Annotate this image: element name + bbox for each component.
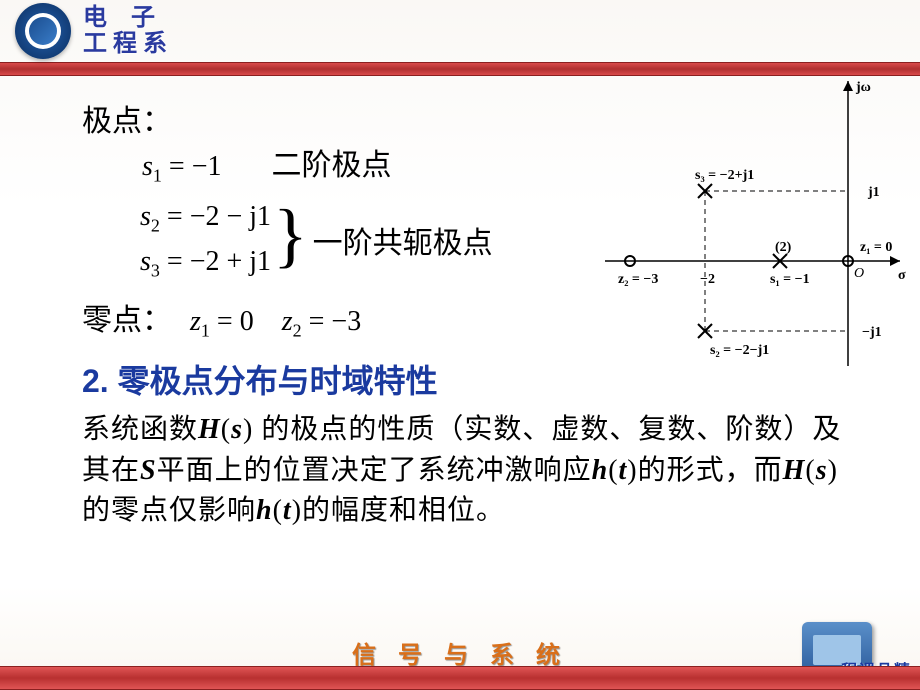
university-logo bbox=[15, 3, 71, 59]
right-brace-icon: } bbox=[273, 194, 308, 277]
slide-content: 极点： s1 = −1 二阶极点 s2 = −2 − j1 s3 = −2 + … bbox=[0, 76, 920, 621]
eq-z1: z1 = 0 bbox=[190, 306, 254, 342]
svg-text:−j1: −j1 bbox=[862, 325, 882, 340]
svg-text:σ: σ bbox=[898, 268, 906, 283]
eq-s2: s2 = −2 − j1 bbox=[140, 195, 271, 240]
top-divider bbox=[0, 62, 920, 76]
pole-zero-diagram: jω σ O −2 j1 −j1 s₃ = −2+j1 s₂ = −2−j1 s₁ = −1 (2… bbox=[600, 76, 910, 376]
svg-text:j1: j1 bbox=[867, 185, 880, 200]
eq-s1: s1 = −1 bbox=[142, 151, 222, 187]
dept-line2: 工 程 系 bbox=[83, 31, 167, 57]
footer-course-name: 信 号 与 系 统 bbox=[352, 635, 568, 670]
section-number: 2. bbox=[82, 363, 118, 399]
svg-text:s₃ = −2+j1: s₃ = −2+j1 bbox=[695, 168, 754, 183]
zeros-label: 零点： bbox=[82, 295, 172, 339]
section-heading: 零极点分布与时域特性 bbox=[118, 363, 438, 399]
conjugate-label: 一阶共轭极点 bbox=[313, 218, 493, 262]
eq-z2: z2 = −3 bbox=[282, 306, 362, 342]
svg-text:s₁ = −1: s₁ = −1 bbox=[770, 272, 810, 287]
department-name: 电 子 工 程 系 bbox=[83, 5, 167, 58]
dept-line1: 电 子 bbox=[83, 5, 167, 31]
svg-text:z₂ = −3: z₂ = −3 bbox=[618, 272, 658, 287]
brace-equations: s2 = −2 − j1 s3 = −2 + j1 bbox=[140, 195, 271, 286]
svg-text:jω: jω bbox=[855, 80, 871, 95]
body-paragraph: 系统函数H(s) 的极点的性质（实数、虚数、复数、阶数）及其在S平面上的位置决定… bbox=[82, 410, 850, 532]
footer: 信 号 与 系 统 精品课程 bbox=[0, 666, 920, 690]
svg-text:−2: −2 bbox=[700, 272, 715, 287]
second-order-label: 二阶极点 bbox=[272, 140, 392, 184]
bottom-divider bbox=[0, 666, 920, 690]
svg-text:z₁ = 0: z₁ = 0 bbox=[860, 240, 892, 255]
header: 电 子 工 程 系 bbox=[0, 0, 920, 62]
eq-s3: s3 = −2 + j1 bbox=[140, 240, 271, 285]
svg-text:O: O bbox=[854, 266, 864, 281]
svg-text:s₂ = −2−j1: s₂ = −2−j1 bbox=[710, 343, 769, 358]
svg-text:(2): (2) bbox=[775, 240, 792, 255]
